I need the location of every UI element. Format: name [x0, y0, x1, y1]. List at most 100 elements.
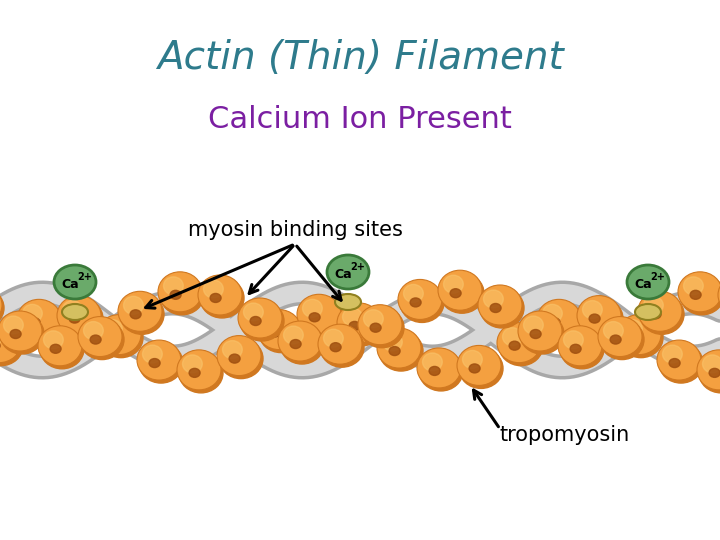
- Ellipse shape: [398, 279, 442, 320]
- Ellipse shape: [323, 329, 343, 347]
- Ellipse shape: [370, 323, 381, 332]
- Ellipse shape: [189, 368, 200, 377]
- Ellipse shape: [669, 359, 680, 368]
- Ellipse shape: [490, 303, 501, 313]
- Ellipse shape: [43, 331, 63, 349]
- Ellipse shape: [343, 308, 362, 326]
- Ellipse shape: [417, 348, 461, 388]
- Ellipse shape: [640, 294, 684, 334]
- Ellipse shape: [577, 295, 621, 335]
- Ellipse shape: [718, 275, 720, 315]
- Ellipse shape: [84, 321, 103, 340]
- Ellipse shape: [709, 368, 720, 377]
- Text: Ca: Ca: [334, 267, 352, 280]
- Ellipse shape: [200, 278, 244, 318]
- Ellipse shape: [703, 355, 720, 373]
- Ellipse shape: [0, 314, 44, 354]
- Ellipse shape: [284, 326, 303, 344]
- Ellipse shape: [163, 277, 184, 295]
- Ellipse shape: [520, 314, 564, 354]
- Ellipse shape: [690, 291, 701, 299]
- Ellipse shape: [170, 291, 181, 299]
- Ellipse shape: [69, 314, 80, 323]
- Ellipse shape: [97, 315, 141, 355]
- Ellipse shape: [523, 316, 544, 334]
- Ellipse shape: [539, 302, 583, 342]
- Ellipse shape: [400, 282, 444, 322]
- Ellipse shape: [530, 329, 541, 339]
- Ellipse shape: [699, 353, 720, 393]
- Ellipse shape: [40, 329, 84, 369]
- Ellipse shape: [309, 313, 320, 322]
- Ellipse shape: [0, 288, 4, 328]
- Ellipse shape: [63, 301, 82, 319]
- Ellipse shape: [662, 345, 683, 363]
- Ellipse shape: [318, 324, 362, 364]
- Text: tropomyosin: tropomyosin: [500, 425, 630, 445]
- Ellipse shape: [683, 277, 703, 295]
- Ellipse shape: [623, 320, 642, 338]
- Ellipse shape: [509, 341, 520, 350]
- Ellipse shape: [627, 265, 669, 299]
- Ellipse shape: [564, 331, 583, 349]
- Text: Ca: Ca: [61, 278, 78, 291]
- Ellipse shape: [50, 345, 61, 353]
- Ellipse shape: [377, 328, 421, 368]
- Ellipse shape: [90, 335, 101, 344]
- Ellipse shape: [130, 310, 141, 319]
- Text: 2+: 2+: [351, 262, 366, 272]
- Ellipse shape: [459, 348, 503, 388]
- Ellipse shape: [635, 304, 661, 320]
- Ellipse shape: [204, 280, 223, 298]
- Ellipse shape: [537, 299, 581, 339]
- Ellipse shape: [600, 320, 644, 360]
- Ellipse shape: [629, 333, 640, 342]
- Ellipse shape: [503, 328, 522, 346]
- Ellipse shape: [542, 305, 562, 322]
- Ellipse shape: [499, 326, 543, 366]
- Text: Actin (Thin) Filament: Actin (Thin) Filament: [157, 39, 563, 77]
- Ellipse shape: [62, 304, 88, 320]
- Ellipse shape: [403, 285, 423, 302]
- Ellipse shape: [379, 331, 423, 371]
- Ellipse shape: [257, 309, 301, 349]
- Ellipse shape: [243, 303, 264, 321]
- Ellipse shape: [0, 311, 42, 351]
- Ellipse shape: [644, 296, 663, 314]
- Ellipse shape: [259, 313, 303, 353]
- Ellipse shape: [450, 289, 461, 298]
- Ellipse shape: [19, 302, 63, 342]
- Ellipse shape: [678, 272, 720, 312]
- Ellipse shape: [182, 355, 202, 373]
- Ellipse shape: [438, 270, 482, 310]
- Ellipse shape: [17, 299, 61, 339]
- Ellipse shape: [109, 333, 120, 342]
- Ellipse shape: [198, 275, 242, 315]
- Ellipse shape: [238, 298, 282, 338]
- Ellipse shape: [229, 354, 240, 363]
- Ellipse shape: [478, 285, 522, 325]
- Ellipse shape: [0, 323, 21, 363]
- Ellipse shape: [160, 275, 204, 315]
- Ellipse shape: [120, 294, 164, 334]
- Ellipse shape: [603, 321, 624, 340]
- Ellipse shape: [278, 321, 322, 361]
- Ellipse shape: [118, 291, 162, 332]
- Ellipse shape: [290, 340, 301, 348]
- Ellipse shape: [589, 314, 600, 323]
- Text: Ca: Ca: [634, 278, 652, 291]
- Ellipse shape: [38, 326, 82, 366]
- Ellipse shape: [619, 318, 663, 357]
- Ellipse shape: [638, 291, 682, 332]
- Ellipse shape: [610, 335, 621, 344]
- Ellipse shape: [349, 321, 360, 330]
- Ellipse shape: [139, 343, 183, 383]
- Ellipse shape: [4, 316, 23, 334]
- Ellipse shape: [320, 327, 364, 367]
- Ellipse shape: [327, 255, 369, 289]
- Ellipse shape: [269, 328, 280, 337]
- Ellipse shape: [617, 315, 661, 355]
- Ellipse shape: [263, 315, 282, 333]
- Ellipse shape: [389, 347, 400, 355]
- Ellipse shape: [177, 350, 221, 390]
